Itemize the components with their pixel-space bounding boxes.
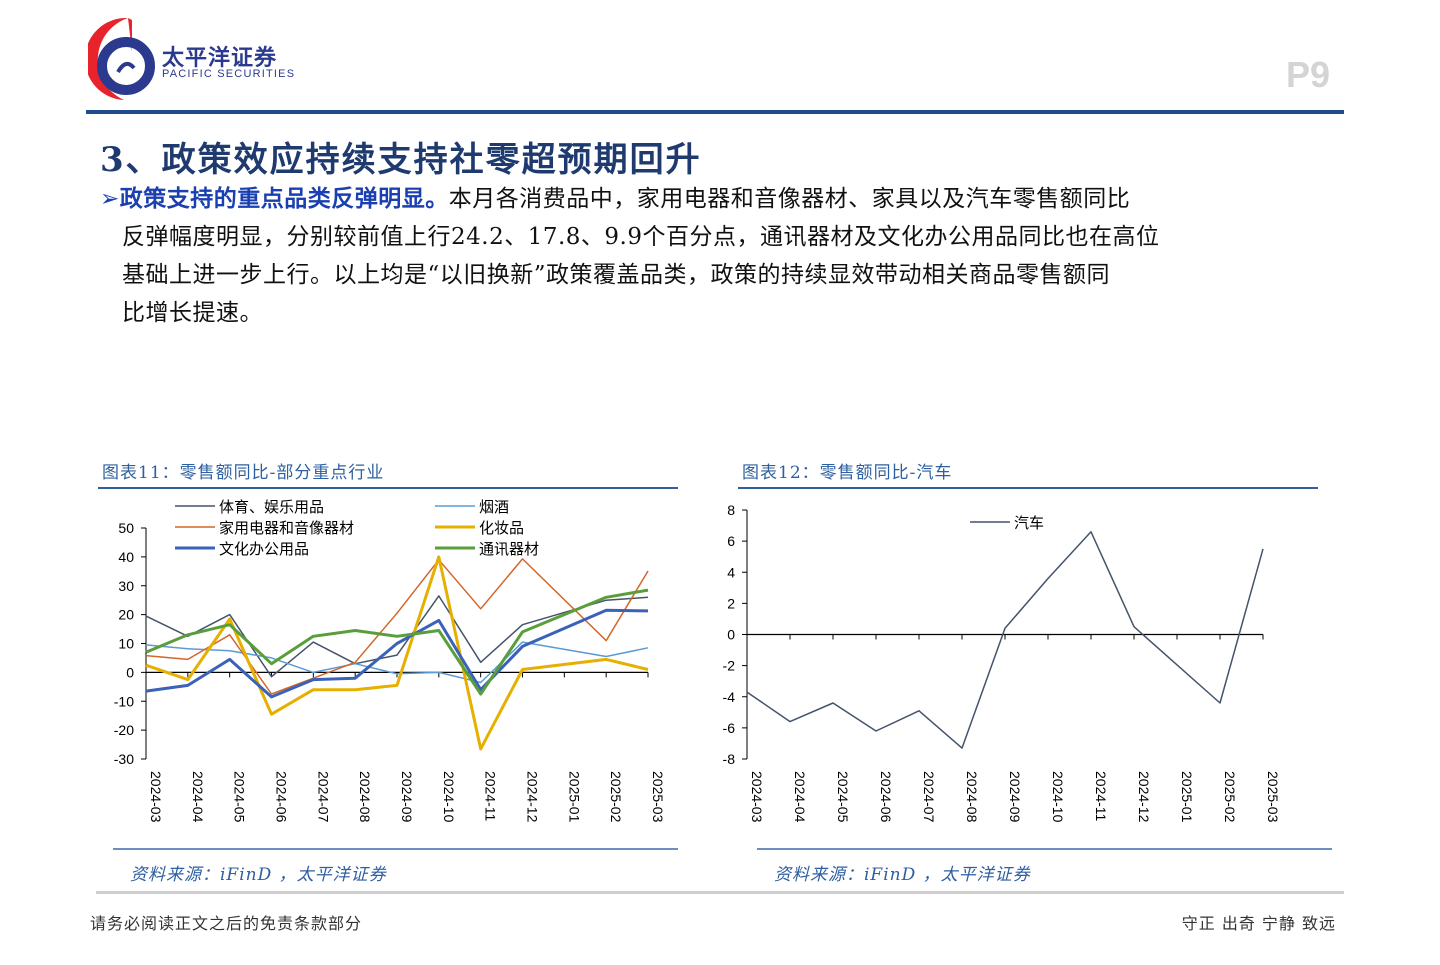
figure-12-caption-rule: [738, 487, 1318, 489]
series-line: [746, 531, 1264, 749]
legend-label: 烟酒: [479, 499, 509, 516]
footer-divider: [96, 891, 1344, 894]
paragraph-line: 本月各消费品中，家用电器和音像器材、家具以及汽车零售额同比: [448, 186, 1131, 212]
legend-label: 体育、娱乐用品: [219, 499, 324, 516]
figure-11-source-rule: [113, 848, 678, 850]
figure-11-source: 资料来源：iFinD ，太平洋证券: [130, 865, 387, 885]
x-tick-label: 2024-05: [232, 771, 248, 823]
y-tick-label: -6: [723, 720, 736, 736]
x-tick-label: 2024-04: [190, 771, 206, 823]
pacific-securities-logo: [88, 17, 155, 100]
x-tick-label: 2025-03: [650, 771, 666, 823]
x-tick-label: 2024-08: [357, 771, 373, 823]
y-tick-label: 40: [118, 549, 134, 565]
legend-label: 通讯器材: [479, 541, 539, 558]
x-tick-label: 2024-10: [441, 771, 457, 823]
y-tick-label: 2: [727, 595, 735, 611]
x-tick-label: 2024-08: [964, 771, 980, 823]
chart-retail-sectors: 50 40 30 20 10 0 -10 -20 -30 2024-03 2024-04 2024-0…: [114, 499, 666, 823]
y-tick-label: 0: [126, 664, 134, 680]
y-tick-label: -10: [114, 693, 134, 709]
series-line: [145, 555, 649, 751]
x-tick-label: 2024-11: [1093, 771, 1109, 822]
y-tick-label: -30: [114, 751, 134, 767]
logo-en-text: PACIFIC SECURITIES: [162, 68, 296, 80]
x-tick-label: 2024-10: [1050, 771, 1066, 823]
figure-12-source: 资料来源：iFinD ，太平洋证券: [774, 865, 1031, 885]
page-number: P9: [1285, 54, 1330, 95]
y-tick-label: -20: [114, 722, 134, 738]
x-tick-label: 2024-07: [921, 771, 937, 823]
x-tick-label: 2024-03: [148, 771, 164, 823]
y-tick-label: 10: [118, 636, 134, 652]
x-tick-label: 2024-06: [878, 771, 894, 823]
body-paragraph: ➢政策支持的重点品类反弹明显。本月各消费品中，家用电器和音像器材、家具以及汽车零…: [100, 180, 1350, 332]
x-tick-label: 2025-01: [1179, 771, 1195, 823]
legend-label: 文化办公用品: [219, 541, 309, 558]
figure-12-source-rule: [757, 848, 1332, 850]
x-tick-label: 2025-01: [566, 771, 582, 823]
y-tick-label: -2: [723, 658, 736, 674]
x-tick-label: 2024-06: [274, 771, 290, 823]
paragraph-line: 反弹幅度明显，分别较前值上行24.2、17.8、9.9个百分点，通讯器材及文化办…: [122, 224, 1160, 250]
legend-label: 家用电器和音像器材: [219, 520, 354, 537]
x-tick-label: 2025-03: [1265, 771, 1281, 823]
section-title: 3、政策效应持续支持社零超预期回升: [100, 140, 702, 180]
y-tick-label: 4: [727, 564, 735, 580]
figure-11-caption-rule: [98, 487, 678, 489]
series-line: [145, 558, 649, 695]
x-tick-label: 2024-09: [1007, 771, 1023, 823]
y-tick-label: 50: [118, 520, 134, 536]
y-tick-label: -8: [723, 751, 736, 767]
y-tick-label: 6: [727, 533, 735, 549]
x-tick-label: 2025-02: [1222, 771, 1238, 823]
y-tick-label: 8: [727, 502, 735, 518]
x-tick-label: 2024-11: [483, 771, 499, 822]
header-divider: [86, 110, 1344, 114]
footer-motto: 守正 出奇 宁静 致远: [1181, 914, 1336, 933]
x-tick-label: 2024-12: [525, 771, 541, 823]
chart-auto-retail: 8 6 4 2 0 -2 -4 -6 -8 2024-03 2024-04 2024-05 2024-0…: [723, 502, 1281, 823]
bullet-arrow-icon: ➢: [100, 186, 120, 212]
series-line: [145, 641, 649, 684]
legend-label: 汽车: [1014, 515, 1044, 532]
figure-11-caption: 图表11：零售额同比-部分重点行业: [102, 463, 385, 483]
x-tick-label: 2024-07: [315, 771, 331, 823]
series-line: [145, 588, 649, 696]
paragraph-line: 基础上进一步上行。以上均是“以旧换新”政策覆盖品类，政策的持续显效带动相关商品零…: [122, 262, 1111, 288]
figure-12-caption: 图表12：零售额同比-汽车: [742, 463, 953, 483]
y-tick-label: -4: [723, 689, 736, 705]
y-tick-label: 30: [118, 578, 134, 594]
logo-cn-text: 太平洋证券: [162, 46, 278, 71]
x-tick-label: 2024-04: [792, 771, 808, 823]
x-tick-label: 2024-12: [1136, 771, 1152, 823]
x-tick-label: 2024-09: [399, 771, 415, 823]
paragraph-line: 比增长提速。: [122, 300, 263, 326]
y-tick-label: 0: [727, 627, 735, 643]
x-tick-label: 2025-02: [608, 771, 624, 823]
series-line: [145, 608, 649, 699]
paragraph-lead: 政策支持的重点品类反弹明显。: [119, 185, 449, 212]
y-tick-label: 20: [118, 607, 134, 623]
footer-disclaimer: 请务必阅读正文之后的免责条款部分: [90, 914, 363, 933]
x-tick-label: 2024-05: [835, 771, 851, 823]
legend-label: 化妆品: [479, 520, 524, 537]
x-tick-label: 2024-03: [749, 771, 765, 823]
